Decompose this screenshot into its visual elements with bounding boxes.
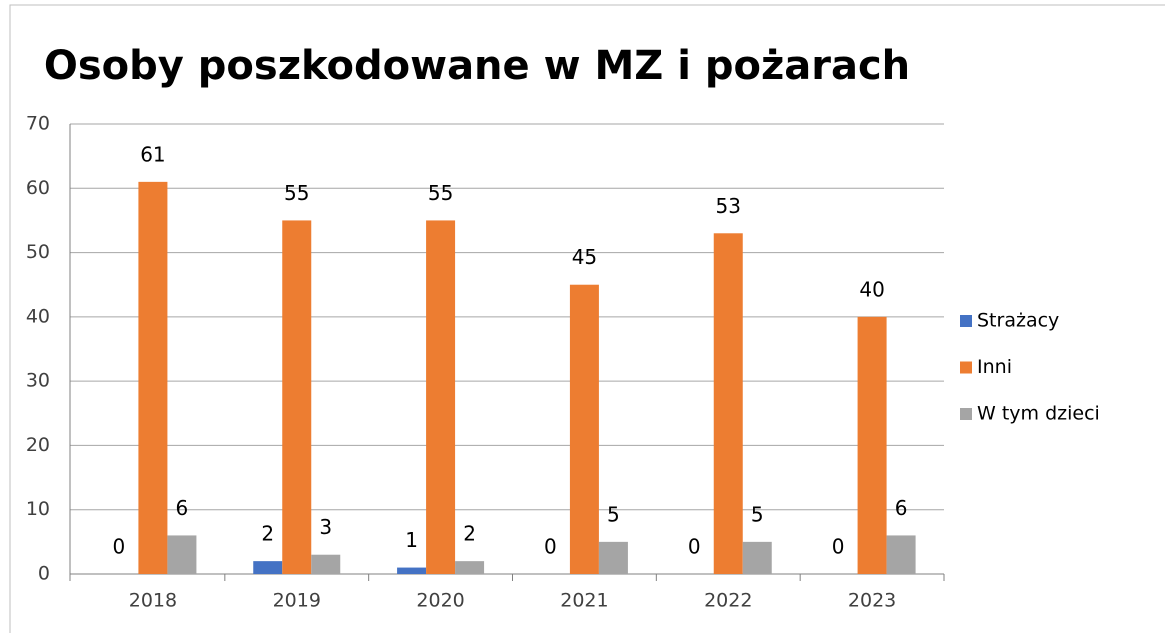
y-tick-label: 60 bbox=[26, 177, 50, 199]
bar bbox=[742, 541, 772, 574]
data-label: 6 bbox=[895, 496, 908, 520]
x-tick-label: 2020 bbox=[416, 590, 464, 612]
data-label: 55 bbox=[284, 181, 309, 205]
data-label: 3 bbox=[319, 515, 332, 539]
x-tick-label: 2021 bbox=[560, 590, 608, 612]
bar bbox=[311, 554, 341, 574]
data-label: 6 bbox=[176, 496, 189, 520]
x-tick-label: 2019 bbox=[273, 590, 321, 612]
bar bbox=[167, 535, 197, 574]
y-tick-label: 20 bbox=[26, 434, 50, 456]
x-tick-label: 2018 bbox=[129, 590, 177, 612]
legend-label: W tym dzieci bbox=[977, 403, 1100, 425]
bar bbox=[713, 233, 743, 575]
bar bbox=[397, 567, 427, 574]
y-tick-label: 50 bbox=[26, 241, 50, 263]
data-label: 0 bbox=[688, 535, 701, 559]
legend-swatch bbox=[960, 361, 972, 374]
x-tick-label: 2022 bbox=[704, 590, 752, 612]
data-label: 1 bbox=[405, 528, 418, 552]
data-label: 53 bbox=[716, 194, 741, 218]
data-label: 0 bbox=[544, 535, 557, 559]
data-label: 5 bbox=[751, 502, 764, 526]
bar bbox=[426, 220, 456, 574]
x-tick-label: 2023 bbox=[848, 590, 896, 612]
data-label: 2 bbox=[261, 522, 274, 546]
bar bbox=[282, 220, 312, 574]
bar bbox=[598, 541, 628, 574]
data-label: 45 bbox=[572, 245, 597, 269]
chart-title: Osoby poszkodowane w MZ i pożarach bbox=[44, 43, 910, 89]
data-label: 5 bbox=[607, 502, 620, 526]
data-label: 0 bbox=[113, 535, 126, 559]
legend-swatch bbox=[960, 408, 972, 420]
data-label: 40 bbox=[859, 277, 884, 301]
bar bbox=[253, 561, 283, 574]
bar bbox=[886, 535, 916, 574]
bar bbox=[857, 316, 887, 574]
y-tick-label: 70 bbox=[26, 113, 50, 135]
legend-swatch bbox=[960, 315, 972, 327]
bar bbox=[138, 181, 168, 574]
data-label: 2 bbox=[463, 522, 476, 546]
y-tick-label: 40 bbox=[26, 305, 50, 327]
data-label: 0 bbox=[832, 535, 845, 559]
data-label: 55 bbox=[428, 181, 453, 205]
y-tick-label: 10 bbox=[26, 498, 50, 520]
bar bbox=[569, 284, 599, 574]
legend-label: Inni bbox=[977, 356, 1012, 378]
y-tick-label: 0 bbox=[38, 563, 50, 585]
legend-label: Strażacy bbox=[977, 310, 1059, 332]
bar bbox=[455, 561, 485, 574]
data-label: 61 bbox=[140, 142, 165, 166]
y-tick-label: 30 bbox=[26, 370, 50, 392]
